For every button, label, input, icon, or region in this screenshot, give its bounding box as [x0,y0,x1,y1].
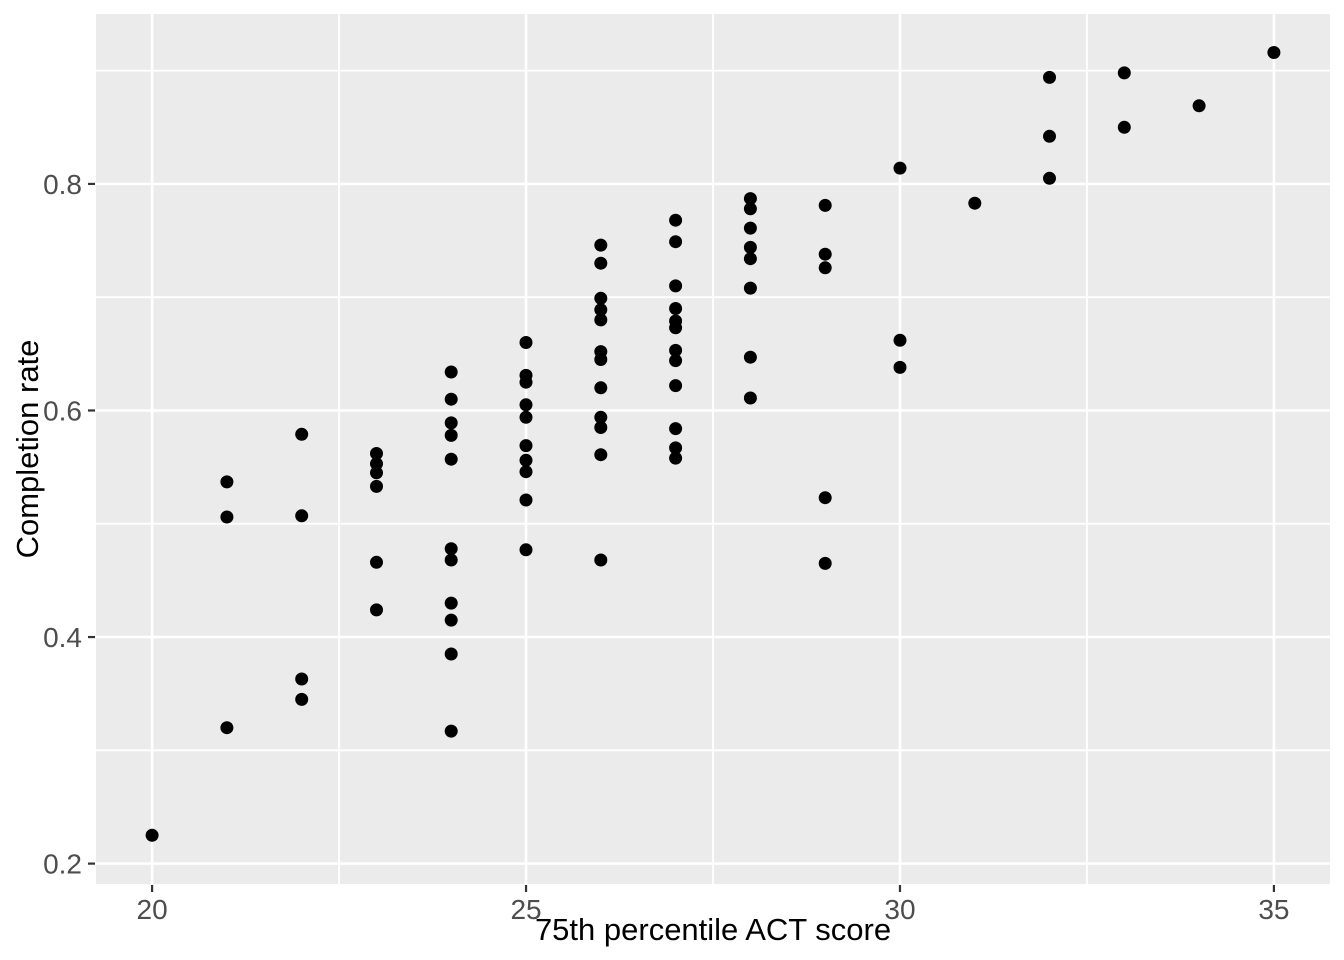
data-point [519,398,533,412]
data-point [444,647,458,661]
data-point [444,596,458,610]
data-point [295,427,309,441]
data-point [669,302,683,315]
data-point [893,333,907,347]
data-point [818,261,832,275]
data-point [818,247,832,261]
data-point [1117,120,1131,134]
data-point [818,491,832,505]
data-point [370,479,383,493]
data-point [669,343,683,357]
x-tick-label: 30 [884,894,915,925]
data-point [743,281,757,295]
data-point [145,828,159,842]
y-tick-label: 0.6 [43,395,82,426]
data-point [1117,66,1131,80]
y-tick-label: 0.4 [43,622,82,653]
data-point [1192,99,1206,113]
y-tick-label: 0.8 [43,169,82,200]
data-point [220,510,234,524]
data-point [893,161,907,175]
data-point [594,553,608,567]
data-point [444,613,458,627]
data-point [370,555,383,569]
data-point [444,542,458,556]
data-point [594,313,608,327]
data-point [519,336,533,349]
data-point [594,303,608,317]
x-axis-title: 75th percentile ACT score [535,912,891,947]
data-point [295,509,309,523]
data-point [295,692,309,706]
y-axis-title: Completion rate [10,340,45,559]
data-point [669,235,683,249]
x-tick-label: 20 [137,894,168,925]
data-point [594,291,608,305]
data-point [444,428,458,442]
data-point [1043,70,1056,84]
data-point [968,196,982,210]
data-point [669,321,683,335]
data-point [220,475,234,489]
data-point [1267,46,1281,59]
data-point [519,543,533,557]
data-point [519,439,533,453]
data-point [444,553,458,567]
data-point [519,453,533,467]
data-point [519,375,533,389]
data-point [669,422,683,436]
data-point [818,198,832,212]
data-point [519,465,533,479]
data-point [594,256,608,270]
data-point [594,421,608,434]
data-point [594,238,608,252]
data-point [444,365,458,379]
data-point [444,392,458,406]
data-point [594,353,608,366]
data-point [743,192,757,206]
data-point [519,493,533,507]
data-point [444,724,458,738]
axis-layer: 20 25 30 35 0.2 0.4 0.6 0.8 [43,169,1289,925]
data-point [743,221,757,235]
data-point [220,721,234,735]
data-point [519,410,533,424]
data-point [295,672,309,686]
data-point [444,452,458,466]
data-point [669,354,683,368]
data-point [743,252,757,266]
x-tick-label: 25 [510,894,541,925]
data-point [743,350,757,364]
data-point [594,381,608,395]
data-point [370,603,383,617]
data-point [594,410,608,424]
data-point [743,391,757,405]
data-point [1043,129,1056,143]
data-point [669,441,683,455]
data-point [594,448,608,462]
data-point [743,240,757,254]
data-point [669,279,683,293]
y-tick-label: 0.2 [43,849,82,880]
data-point-layer [145,46,1281,842]
data-point [669,451,683,465]
gridline-layer [96,14,1330,884]
data-point [743,202,757,216]
data-point [444,416,458,430]
data-point [1043,171,1056,185]
data-point [370,466,383,480]
data-point [370,457,383,471]
data-point [893,360,907,374]
data-point [669,213,683,227]
x-tick-label: 35 [1258,894,1289,925]
data-point [669,379,683,393]
data-point [370,447,383,460]
data-point [818,556,832,570]
